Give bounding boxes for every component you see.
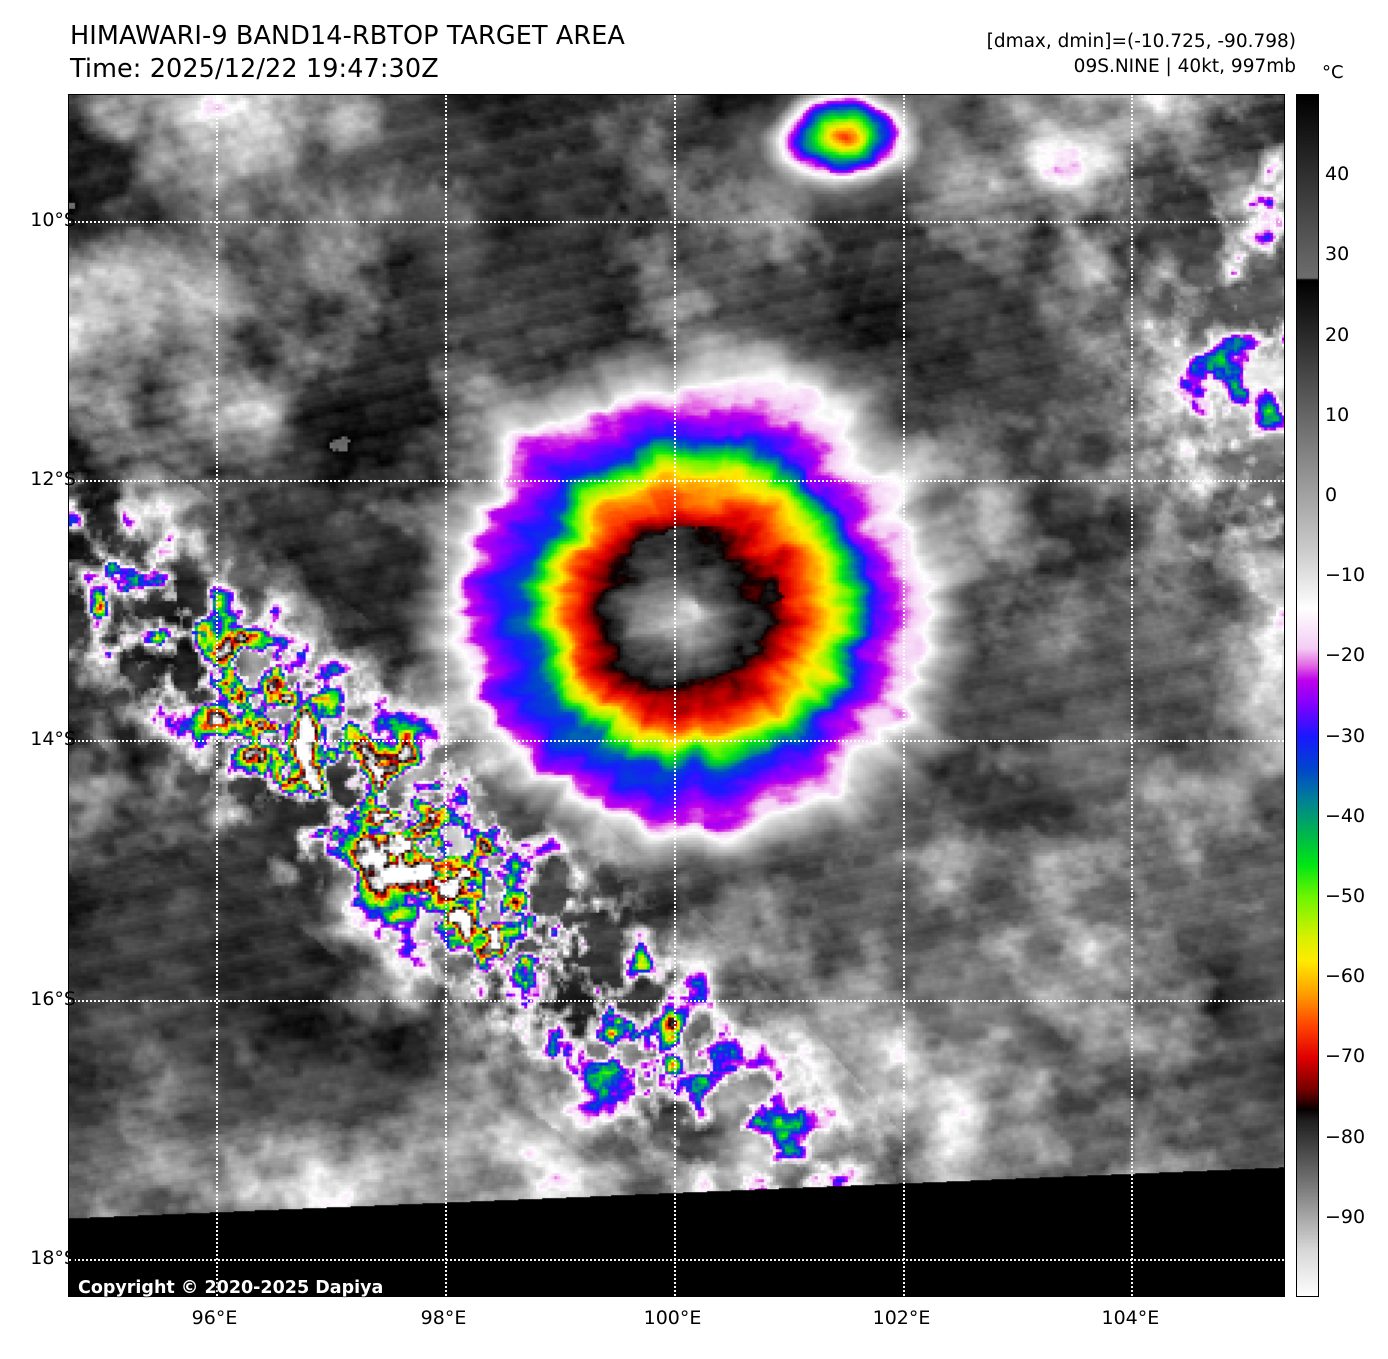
xtick-label-96: 96°E	[191, 1307, 238, 1329]
storm-info-label: 09S.NINE | 40kt, 997mb	[1073, 55, 1296, 77]
ytick-label-14: 14°S	[30, 728, 76, 750]
colorbar-tick-10: 10	[1325, 403, 1350, 426]
colorbar-tick-30: 30	[1325, 243, 1350, 266]
colorbar-tick--50: −50	[1325, 885, 1366, 907]
colorbar-tick--90: −90	[1325, 1205, 1366, 1228]
annotation-block: [dmax, dmin]=(-10.725, -90.798) 09S.NINE…	[987, 30, 1296, 80]
colorbar[interactable]	[1296, 94, 1319, 1297]
xtick-label-100: 100°E	[643, 1307, 702, 1329]
ytick-label-18: 18°S	[30, 1247, 76, 1270]
ytick-label-10: 10°S	[30, 208, 76, 231]
dmax-dmin-label: [dmax, dmin]=(-10.725, -90.798)	[986, 31, 1296, 52]
colorbar-tick-40: 40	[1325, 163, 1350, 186]
timestamp-label: Time: 2025/12/22 19:47:30Z	[70, 54, 439, 85]
colorbar-unit-label: °C	[1322, 62, 1344, 83]
satellite-imagery-canvas	[69, 95, 1284, 1296]
colorbar-tick--70: −70	[1325, 1045, 1366, 1068]
colorbar-tick--20: −20	[1325, 644, 1366, 667]
xtick-label-102: 102°E	[872, 1307, 931, 1329]
ytick-label-12: 12°S	[30, 468, 76, 491]
colorbar-tick--80: −80	[1325, 1125, 1366, 1148]
page-title: HIMAWARI-9 BAND14-RBTOP TARGET AREA	[70, 21, 625, 51]
colorbar-tick--30: −30	[1325, 724, 1366, 747]
colorbar-gradient	[1297, 95, 1318, 1296]
colorbar-tick-20: 20	[1325, 323, 1350, 346]
colorbar-tick-0: 0	[1325, 484, 1338, 506]
xtick-label-98: 98°E	[420, 1307, 467, 1329]
copyright-label: Copyright © 2020-2025 Dapiya	[78, 1278, 384, 1298]
title-block: HIMAWARI-9 BAND14-RBTOP TARGET AREA Time…	[70, 20, 625, 86]
colorbar-tick--60: −60	[1325, 965, 1366, 988]
satellite-image-plot[interactable]	[68, 94, 1285, 1297]
colorbar-tick--10: −10	[1325, 564, 1366, 587]
ytick-label-16: 16°S	[30, 987, 76, 1010]
xtick-label-104: 104°E	[1101, 1307, 1160, 1329]
colorbar-tick--40: −40	[1325, 804, 1366, 827]
